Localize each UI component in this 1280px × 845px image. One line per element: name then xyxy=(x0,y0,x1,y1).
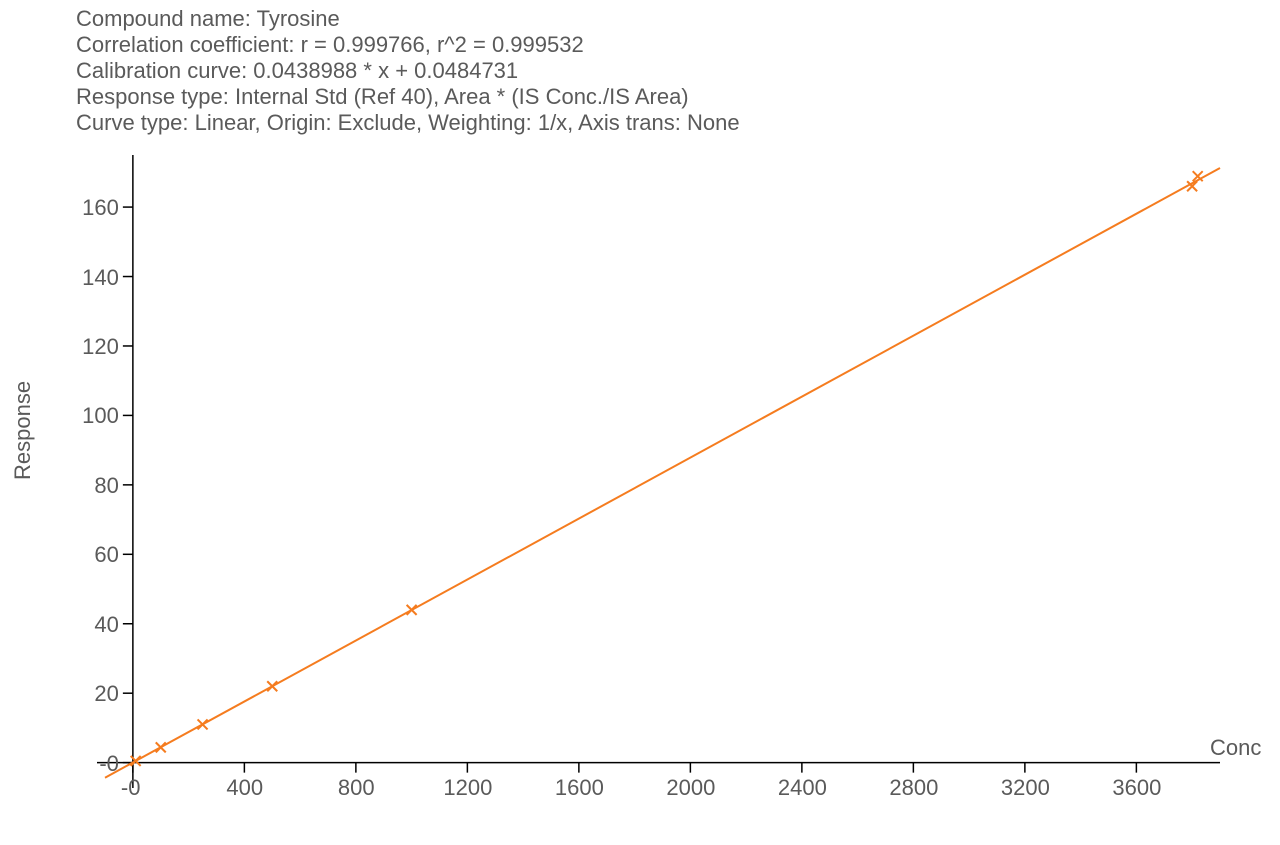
y-tick-label: 100 xyxy=(82,403,119,429)
x-tick-label: 1200 xyxy=(443,775,492,801)
chart-container: Compound name: Tyrosine Correlation coef… xyxy=(0,0,1280,845)
y-tick-label: 160 xyxy=(82,195,119,221)
y-tick-label: 140 xyxy=(82,265,119,291)
x-tick-label: 800 xyxy=(338,775,375,801)
x-tick-label: 2400 xyxy=(778,775,827,801)
calibration-plot xyxy=(0,0,1280,845)
x-tick-label: 2000 xyxy=(666,775,715,801)
y-tick-label: 60 xyxy=(94,542,118,568)
y-tick-label: 20 xyxy=(94,681,118,707)
x-tick-label: 3600 xyxy=(1112,775,1161,801)
x-tick-label: 1600 xyxy=(555,775,604,801)
y-tick-label: 40 xyxy=(94,612,118,638)
x-tick-label: 3200 xyxy=(1001,775,1050,801)
y-tick-label: 120 xyxy=(82,334,119,360)
x-tick-label: 400 xyxy=(226,775,263,801)
x-tick-label: -0 xyxy=(121,775,141,801)
y-tick-label: 80 xyxy=(94,473,118,499)
x-tick-label: 2800 xyxy=(889,775,938,801)
y-tick-label: -0 xyxy=(99,751,119,777)
